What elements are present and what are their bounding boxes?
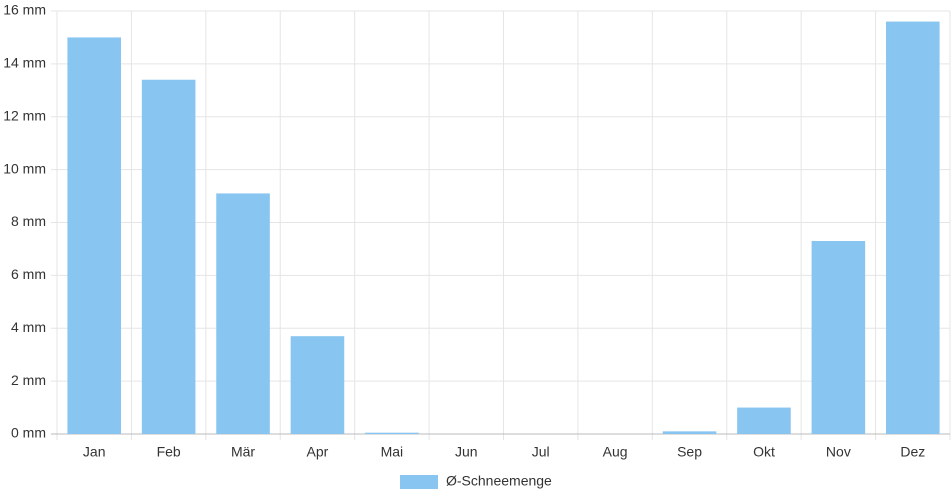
bar xyxy=(886,21,940,434)
x-tick-label: Apr xyxy=(307,444,329,460)
y-tick-label: 12 mm xyxy=(3,107,46,123)
y-tick-label: 10 mm xyxy=(3,160,46,176)
bar xyxy=(662,431,717,434)
y-tick-label: 4 mm xyxy=(11,319,46,335)
x-tick-label: Nov xyxy=(826,444,851,460)
y-tick-label: 16 mm xyxy=(3,2,46,18)
bar xyxy=(365,432,419,434)
bar xyxy=(216,193,270,434)
x-tick-label: Mär xyxy=(231,444,255,460)
x-tick-label: Jun xyxy=(455,444,478,460)
bar xyxy=(811,241,866,434)
x-tick-label: Aug xyxy=(603,444,628,460)
bar xyxy=(737,407,791,434)
bar xyxy=(67,37,121,434)
y-tick-label: 14 mm xyxy=(3,55,46,71)
x-tick-label: Feb xyxy=(157,444,181,460)
x-tick-label: Mai xyxy=(381,444,404,460)
legend-label: Ø-Schneemenge xyxy=(446,473,552,489)
x-tick-label: Okt xyxy=(753,444,775,460)
y-tick-label: 8 mm xyxy=(11,213,46,229)
bar xyxy=(141,79,196,435)
y-tick-label: 0 mm xyxy=(11,425,46,441)
x-tick-label: Sep xyxy=(677,444,702,460)
x-tick-label: Jul xyxy=(532,444,550,460)
x-tick-label: Dez xyxy=(900,444,925,460)
legend-swatch xyxy=(400,475,438,489)
bar xyxy=(290,336,345,434)
x-tick-label: Jan xyxy=(83,444,106,460)
y-tick-label: 2 mm xyxy=(11,372,46,388)
y-tick-label: 6 mm xyxy=(11,266,46,282)
